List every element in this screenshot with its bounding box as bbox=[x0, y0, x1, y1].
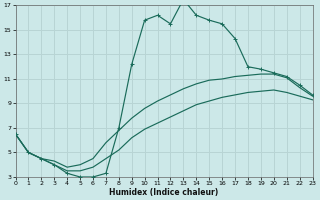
X-axis label: Humidex (Indice chaleur): Humidex (Indice chaleur) bbox=[109, 188, 219, 197]
